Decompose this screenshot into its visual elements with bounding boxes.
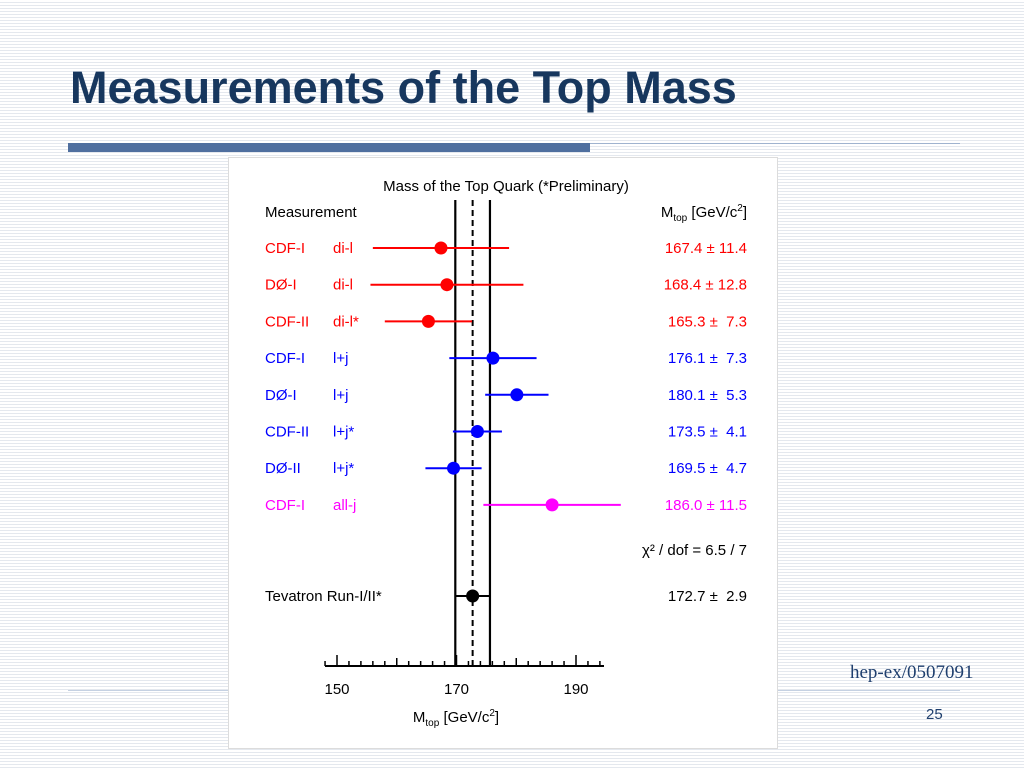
value-label: 165.3 ± 7.3	[668, 313, 747, 330]
experiment-label: DØ-I	[265, 387, 297, 404]
reference-label: hep-ex/0507091	[850, 662, 974, 683]
experiment-label: CDF-I	[265, 350, 305, 367]
value-label: 173.5 ± 4.1	[668, 424, 747, 441]
channel-label: l+j	[333, 350, 348, 367]
x-tick-label: 150	[324, 681, 349, 698]
experiment-label: DØ-II	[265, 460, 301, 477]
measurement-row: CDF-II l+j* 173.5 ± 4.1	[265, 424, 747, 441]
data-point	[421, 314, 435, 328]
value-label: 168.4 ± 12.8	[664, 277, 747, 294]
value-label: 169.5 ± 4.7	[668, 460, 747, 477]
x-axis-title: Mtop [GeV/c2]	[413, 708, 499, 729]
value-label: 176.1 ± 7.3	[668, 350, 747, 367]
measurement-row: CDF-I di-l 167.4 ± 11.4	[265, 240, 747, 257]
channel-label: l+j*	[333, 424, 354, 441]
mtop-header-text: Mtop [GeV/c2]	[661, 203, 747, 224]
chi2-label: χ² / dof = 6.5 / 7	[642, 542, 747, 559]
data-point	[545, 498, 559, 512]
measurement-rows: CDF-I di-l 167.4 ± 11.4 DØ-I di-l 168.4 ± 12.…	[265, 240, 747, 514]
experiment-label: CDF-II	[265, 313, 309, 330]
x-tick-label: 170	[444, 681, 469, 698]
combined-result: Tevatron Run-I/II* 172.7 ± 2.9	[265, 588, 747, 605]
measurement-row: DØ-I l+j 180.1 ± 5.3	[265, 387, 747, 404]
data-point	[434, 241, 448, 255]
data-point	[440, 278, 454, 292]
experiment-label: CDF-I	[265, 240, 305, 257]
top-mass-chart: Mass of the Top Quark (*Preliminary) Mea…	[265, 178, 747, 729]
channel-label: di-l*	[333, 313, 359, 330]
combined-label: Tevatron Run-I/II*	[265, 588, 382, 605]
combined-value-label: 172.7 ± 2.9	[668, 588, 747, 605]
top-mass-figure: Mass of the Top Quark (*Preliminary) Mea…	[228, 157, 778, 749]
title-accent-bar	[68, 143, 590, 152]
channel-label: all-j	[333, 497, 356, 514]
data-point	[447, 461, 461, 475]
value-label: 186.0 ± 11.5	[665, 497, 747, 514]
title-accent-line	[590, 143, 960, 144]
data-point	[510, 388, 524, 402]
channel-label: di-l	[333, 240, 353, 257]
data-point	[486, 351, 500, 365]
combined-point	[466, 589, 480, 603]
channel-label: l+j*	[333, 460, 354, 477]
data-point	[470, 425, 484, 438]
page-number: 25	[926, 706, 943, 723]
channel-label: di-l	[333, 277, 353, 294]
measurement-row: CDF-II di-l* 165.3 ± 7.3	[265, 313, 747, 330]
slide-title: Measurements of the Top Mass	[70, 62, 737, 113]
measurement-row: DØ-II l+j* 169.5 ± 4.7	[265, 460, 747, 477]
experiment-label: CDF-II	[265, 424, 309, 441]
measurement-column-header: Measurement	[265, 204, 358, 221]
measurement-row: DØ-I di-l 168.4 ± 12.8	[265, 277, 747, 294]
x-tick-label: 190	[563, 681, 588, 698]
value-label: 167.4 ± 11.4	[665, 240, 747, 257]
chart-title: Mass of the Top Quark (*Preliminary)	[383, 178, 629, 195]
measurement-row: CDF-I l+j 176.1 ± 7.3	[265, 350, 747, 367]
measurement-row: CDF-I all-j 186.0 ± 11.5	[265, 497, 747, 514]
value-label: 180.1 ± 5.3	[668, 387, 747, 404]
experiment-label: CDF-I	[265, 497, 305, 514]
mtop-column-header: Mtop [GeV/c2]	[661, 203, 747, 224]
x-axis: 150 170 190 Mtop [GeV/c2]	[324, 655, 604, 729]
channel-label: l+j	[333, 387, 348, 404]
experiment-label: DØ-I	[265, 277, 297, 294]
